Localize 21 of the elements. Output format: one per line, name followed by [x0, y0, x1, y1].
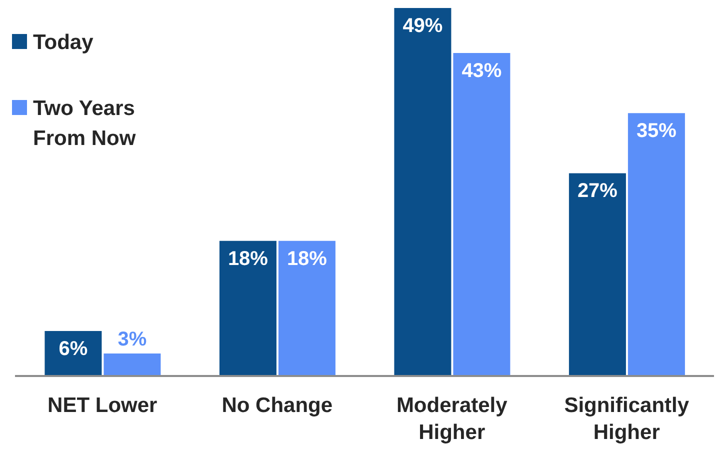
bar	[628, 113, 685, 376]
x-tick-label: NET Lower	[48, 394, 158, 417]
data-label: 18%	[286, 248, 328, 270]
bar	[394, 8, 452, 376]
legend-label: Two Years From Now	[33, 96, 137, 152]
data-label: 27%	[577, 180, 618, 202]
data-label: 35%	[636, 120, 677, 142]
data-label: 18%	[228, 248, 268, 270]
bar	[104, 353, 161, 376]
x-tick-label: Moderately Higher	[396, 394, 508, 444]
x-tick-label: Significantly Higher	[564, 394, 690, 444]
bar	[278, 240, 336, 376]
x-tick-label: No Change	[222, 394, 333, 417]
data-label: 6%	[58, 338, 88, 360]
data-label: 49%	[402, 15, 443, 37]
legend-label: Today	[33, 30, 94, 56]
data-label: 43%	[462, 60, 502, 82]
bar	[568, 173, 626, 376]
bar	[453, 53, 510, 376]
bar	[219, 240, 276, 376]
data-label: 3%	[118, 328, 147, 350]
